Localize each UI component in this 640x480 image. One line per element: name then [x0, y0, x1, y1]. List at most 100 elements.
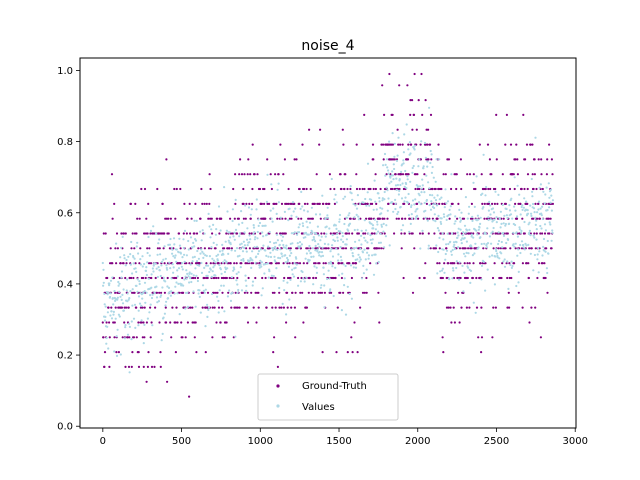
ground-truth-point — [505, 262, 508, 265]
ground-truth-point — [332, 247, 336, 250]
values-point — [234, 335, 237, 338]
ground-truth-point — [188, 395, 191, 398]
ground-truth-point — [351, 351, 354, 354]
ground-truth-point — [167, 232, 170, 235]
ground-truth-point — [383, 113, 386, 116]
x-tick-label: 2000 — [405, 436, 430, 447]
values-point — [487, 218, 490, 222]
values-point — [488, 200, 491, 203]
values-point — [184, 275, 187, 278]
values-point — [442, 238, 445, 241]
values-point — [267, 276, 270, 279]
values-point — [305, 276, 308, 279]
ground-truth-point — [227, 262, 230, 265]
ground-truth-point — [290, 202, 293, 205]
y-axis: 0.00.20.40.60.81.0 — [57, 66, 80, 433]
values-point — [383, 198, 386, 201]
values-point — [392, 210, 395, 213]
ground-truth-point — [215, 321, 218, 324]
values-point — [272, 207, 275, 210]
values-point — [341, 272, 344, 275]
values-point — [424, 216, 427, 219]
ground-truth-point — [447, 262, 450, 265]
ground-truth-point — [316, 202, 319, 205]
ground-truth-point — [103, 351, 107, 354]
values-point — [409, 222, 412, 225]
ground-truth-point — [167, 217, 170, 220]
values-point — [474, 242, 477, 245]
ground-truth-point — [344, 247, 348, 250]
values-point — [235, 279, 238, 282]
values-point — [389, 176, 392, 179]
values-point — [348, 222, 352, 225]
ground-truth-point — [523, 187, 526, 191]
values-point — [156, 253, 159, 256]
values-point — [346, 216, 349, 219]
values-point — [132, 262, 135, 265]
values-point — [322, 266, 325, 269]
ground-truth-point — [156, 262, 159, 265]
ground-truth-point — [184, 336, 187, 339]
values-point — [381, 199, 384, 202]
values-point — [461, 264, 464, 267]
ground-truth-point — [252, 306, 255, 309]
values-point — [222, 253, 225, 256]
values-point — [348, 292, 351, 296]
values-point — [496, 256, 499, 259]
values-point — [482, 260, 485, 263]
values-point — [396, 154, 399, 157]
values-point — [535, 219, 538, 222]
values-point — [544, 229, 548, 232]
values-point — [417, 201, 421, 204]
values-point — [148, 311, 151, 314]
ground-truth-point — [401, 143, 404, 146]
values-point — [237, 271, 240, 274]
values-point — [420, 140, 423, 143]
values-point — [334, 224, 337, 227]
values-point — [532, 207, 536, 210]
ground-truth-point — [162, 247, 165, 250]
values-point — [291, 273, 294, 276]
ground-truth-point — [491, 336, 494, 339]
values-point — [255, 255, 258, 258]
values-point — [421, 178, 424, 181]
values-point — [541, 254, 544, 257]
ground-truth-point — [116, 247, 119, 250]
values-point — [356, 194, 359, 197]
values-point — [344, 313, 348, 316]
values-point — [206, 303, 209, 306]
values-point — [145, 291, 148, 294]
ground-truth-point — [179, 187, 182, 191]
ground-truth-point — [108, 365, 111, 368]
ground-truth-point — [551, 173, 554, 176]
values-point — [357, 253, 360, 256]
ground-truth-point — [242, 187, 245, 191]
values-point — [199, 311, 202, 314]
ground-truth-point — [165, 321, 168, 324]
ground-truth-point — [309, 187, 312, 191]
values-point — [268, 270, 271, 273]
values-point — [502, 232, 505, 235]
ground-truth-point — [242, 217, 245, 220]
values-point — [232, 235, 235, 238]
values-point — [529, 234, 532, 237]
values-point — [129, 290, 132, 293]
ground-truth-point — [411, 232, 414, 235]
ground-truth-point — [429, 113, 433, 116]
ground-truth-point — [265, 306, 268, 309]
ground-truth-point — [421, 113, 424, 116]
values-point — [119, 256, 122, 259]
values-point — [551, 231, 554, 234]
values-point — [406, 201, 410, 204]
ground-truth-point — [527, 262, 530, 265]
ground-truth-point — [327, 247, 330, 250]
values-point — [287, 219, 290, 222]
values-point — [339, 246, 342, 249]
values-point — [436, 272, 439, 275]
values-point — [195, 260, 199, 263]
values-point — [495, 216, 498, 219]
ground-truth-point — [408, 217, 411, 220]
ground-truth-point — [212, 291, 216, 294]
values-point — [125, 289, 128, 292]
values-point — [538, 250, 541, 253]
